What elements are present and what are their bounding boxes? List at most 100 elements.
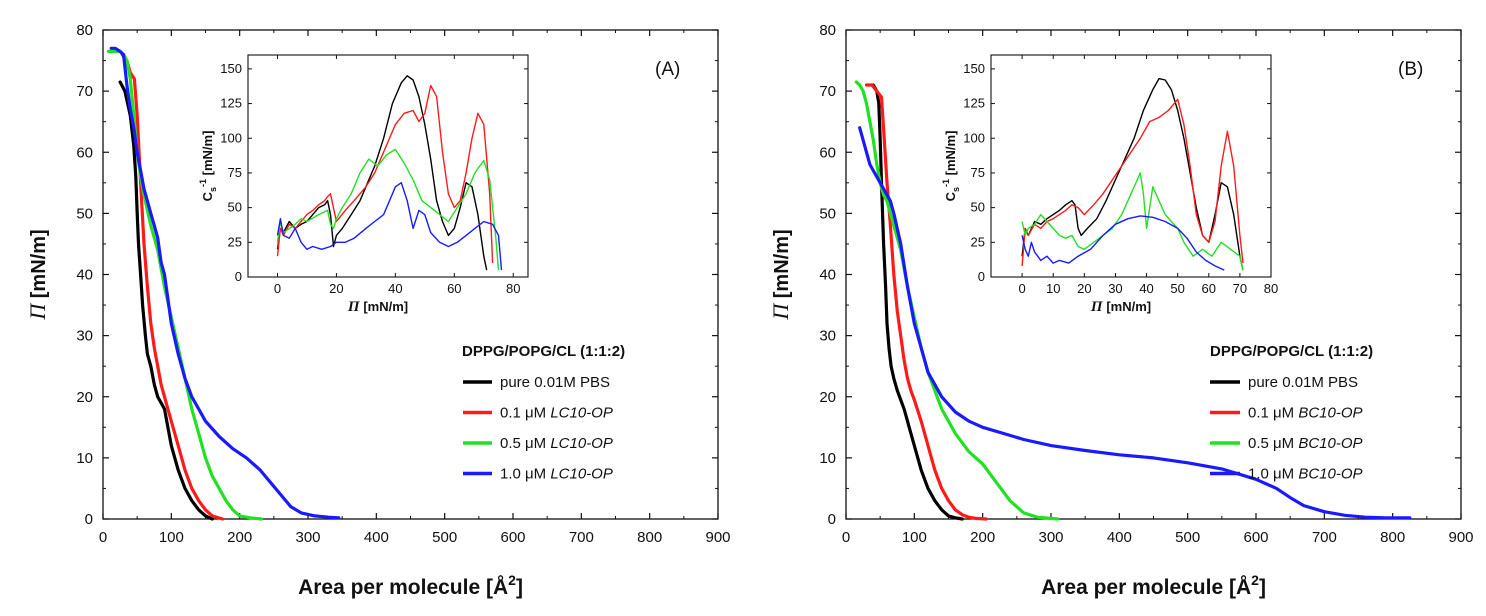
inset-x-tick-label: 20 (329, 281, 343, 296)
inset-y-tick-label: 125 (963, 96, 985, 111)
x-tick-label: 0 (842, 529, 850, 546)
x-tick-label: 300 (295, 529, 320, 546)
panel-label: (B) (1398, 59, 1423, 80)
panel-a: 0 100 200 300 400 500 600 700 800 900010203040506… (25, 22, 731, 599)
inset-x-tick-label: 80 (1264, 281, 1278, 296)
y-tick-label: 70 (819, 83, 836, 100)
inset-y-tick-label: 0 (235, 269, 242, 284)
x-axis-label: Area per molecule [Å2] (1041, 572, 1266, 599)
x-tick-label: 400 (364, 529, 389, 546)
y-tick-label: 50 (76, 205, 93, 222)
inset-y-tick-label: 150 (963, 61, 985, 76)
inset-y-tick-label: 25 (971, 234, 985, 249)
x-tick-label: 200 (227, 529, 252, 546)
inset-y-tick-label: 50 (971, 200, 985, 215)
inset-x-tick-label: 50 (1170, 281, 1184, 296)
inset-y-tick-label: 75 (971, 165, 985, 180)
legend-entry: 1.0 μM BC10-OP (1248, 466, 1363, 483)
inset-x-tick-label: 0 (1018, 281, 1025, 296)
legend-entry: 0.5 μM BC10-OP (1248, 435, 1363, 452)
inset-x-tick-label: 80 (506, 281, 520, 296)
y-tick-label: 80 (819, 22, 836, 39)
x-tick-label: 300 (1038, 529, 1063, 546)
x-tick-label: 800 (1380, 529, 1405, 546)
x-tick-label: 200 (970, 529, 995, 546)
y-tick-label: 30 (819, 328, 836, 345)
inset-x-tick-label: 60 (1202, 281, 1216, 296)
y-axis-label: Π [mN/m] (768, 229, 793, 320)
series-line (858, 126, 1412, 520)
inset-x-tick-label: 60 (447, 281, 461, 296)
legend: DPPG/POPG/CL (1:1:2) pure 0.01M PBS 0.1 μM… (462, 343, 625, 483)
x-tick-label: 0 (99, 529, 107, 546)
y-tick-label: 70 (76, 83, 93, 100)
inset-x-tick-label: 70 (1233, 281, 1247, 296)
y-tick-label: 40 (76, 267, 93, 284)
y-axis-label: Π [mN/m] (25, 229, 50, 320)
legend-title: DPPG/POPG/CL (1:1:2) (1210, 343, 1373, 360)
inset-chart: 0 20 40 60 80 0 25 50 75 100 125 150 Π [mN/m] Cs-1 [m… (198, 54, 529, 315)
inset-series-line (1021, 215, 1225, 271)
inset-series-line (276, 182, 503, 271)
inset-y-tick-label: 75 (228, 165, 242, 180)
legend-entry: 0.5 μM LC10-OP (500, 435, 613, 452)
inset-x-tick-label: 40 (388, 281, 402, 296)
inset-x-axis-label: Π [mN/m] (347, 299, 408, 315)
inset-x-tick-label: 10 (1046, 281, 1060, 296)
legend-entry: 0.1 μM LC10-OP (500, 405, 613, 422)
inset-y-tick-label: 25 (228, 234, 242, 249)
y-tick-label: 80 (76, 22, 93, 39)
series-line (118, 80, 214, 521)
x-tick-label: 600 (1243, 529, 1268, 546)
legend: DPPG/POPG/CL (1:1:2) pure 0.01M PBS 0.1 μM… (1210, 343, 1373, 483)
inset-x-tick-label: 40 (1139, 281, 1153, 296)
x-tick-label: 900 (1448, 529, 1473, 546)
y-tick-label: 20 (819, 389, 836, 406)
inset-y-axis-label: Cs-1 [mN/m] (198, 131, 218, 202)
x-tick-label: 800 (637, 529, 662, 546)
panel-label: (A) (655, 59, 680, 80)
inset-series-line (276, 84, 494, 264)
series-line (120, 52, 225, 521)
y-tick-label: 10 (819, 450, 836, 467)
legend-entry: pure 0.01M PBS (500, 374, 610, 391)
y-tick-label: 0 (85, 511, 93, 528)
inset-x-axis-label: Π [mN/m] (1090, 299, 1151, 315)
inset-series-line (276, 148, 500, 271)
x-tick-label: 400 (1107, 529, 1132, 546)
x-tick-label: 500 (1175, 529, 1200, 546)
x-tick-label: 700 (1312, 529, 1337, 546)
y-tick-label: 60 (76, 144, 93, 161)
inset-y-tick-label: 100 (963, 130, 985, 145)
inset-y-tick-label: 125 (220, 96, 242, 111)
x-tick-label: 100 (159, 529, 184, 546)
inset-frame (990, 54, 1272, 278)
legend-entry: 0.1 μM BC10-OP (1248, 405, 1363, 422)
inset-x-tick-label: 30 (1108, 281, 1122, 296)
y-tick-label: 10 (76, 450, 93, 467)
x-tick-label: 700 (569, 529, 594, 546)
legend-title: DPPG/POPG/CL (1:1:2) (462, 343, 625, 360)
series-line (109, 46, 341, 520)
inset-series-line (1021, 98, 1244, 266)
inset-y-tick-label: 0 (978, 269, 985, 284)
x-tick-label: 600 (500, 529, 525, 546)
inset-y-tick-label: 50 (228, 200, 242, 215)
series-line (871, 83, 964, 521)
inset-chart: 0 10 20 30 40 50 60 70 80 0 25 50 75 100 125 150 Π [mN/m… (941, 54, 1278, 315)
y-tick-label: 20 (76, 389, 93, 406)
y-tick-label: 30 (76, 328, 93, 345)
legend-entry: pure 0.01M PBS (1248, 374, 1358, 391)
inset-y-tick-label: 150 (220, 61, 242, 76)
x-tick-label: 900 (705, 529, 730, 546)
legend-entry: 1.0 μM LC10-OP (500, 466, 613, 483)
inset-y-tick-label: 100 (220, 130, 242, 145)
inset-y-axis-label: Cs-1 [mN/m] (941, 131, 961, 202)
y-tick-label: 50 (819, 205, 836, 222)
y-tick-label: 0 (828, 511, 836, 528)
x-axis-label: Area per molecule [Å2] (298, 572, 523, 599)
x-tick-label: 100 (902, 529, 927, 546)
y-tick-label: 40 (819, 267, 836, 284)
panel-b: 0 100 200 300 400 500 600 700 800 900010203040506… (768, 22, 1474, 599)
